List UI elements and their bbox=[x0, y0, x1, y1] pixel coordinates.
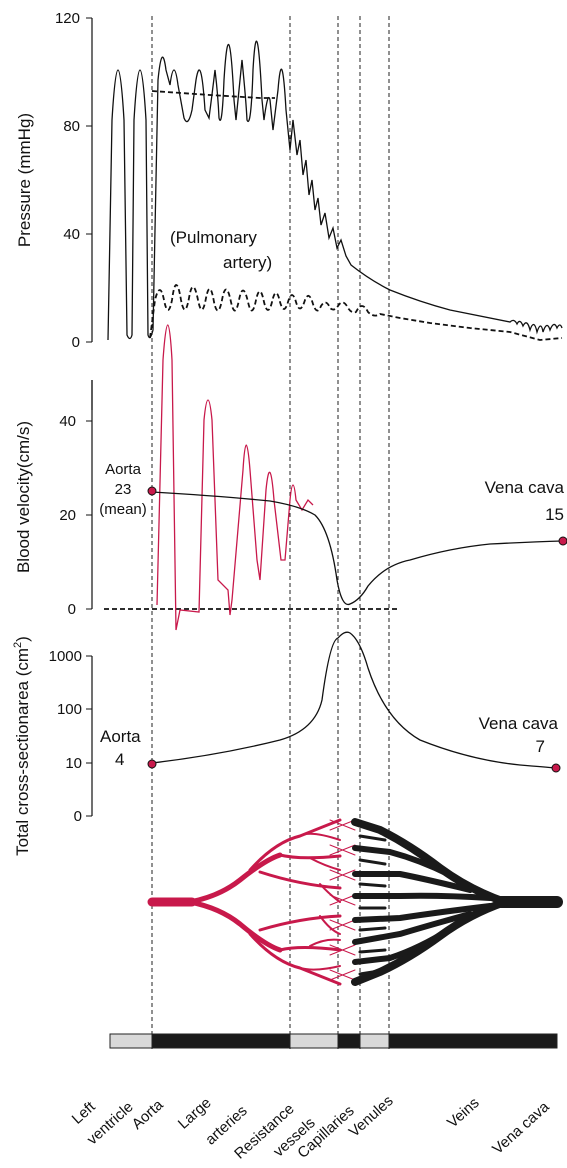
velocity-vena-cava-label: Vena cava bbox=[485, 478, 565, 497]
area-axis-label: Total cross-sectionarea (cm2) bbox=[12, 636, 32, 856]
pressure-tick-label-80: 80 bbox=[63, 118, 80, 135]
segment-label-veins: Veins bbox=[444, 1094, 483, 1131]
area-tick-label-1000: 1000 bbox=[49, 648, 82, 665]
area-tick-label-10: 10 bbox=[65, 755, 82, 772]
arteriole-set-1 bbox=[299, 832, 341, 971]
vein-upper-c bbox=[352, 871, 473, 893]
artery-upper-c bbox=[258, 870, 342, 890]
mean-pressure-line bbox=[151, 90, 275, 99]
aorta-velocity-point bbox=[147, 486, 157, 496]
area-aorta-value: 4 bbox=[115, 750, 124, 769]
segment-bar-capillaries bbox=[337, 1033, 361, 1049]
artery-upper bbox=[187, 852, 283, 905]
velocity-tick-label-40: 40 bbox=[59, 413, 76, 430]
capillary-net bbox=[329, 819, 356, 981]
segment-bar-venules bbox=[359, 1033, 390, 1049]
area-axis-label-end: ) bbox=[13, 636, 32, 642]
segment-label-vena-cava: Vena cava bbox=[489, 1098, 553, 1158]
arterial-tree bbox=[147, 818, 356, 986]
velocity-aorta-value: 23 bbox=[115, 481, 132, 498]
area-tick-label-100: 100 bbox=[57, 701, 82, 718]
segment-bar-veins bbox=[388, 1033, 558, 1049]
segment-label-aorta: Aorta bbox=[129, 1096, 168, 1133]
segment-label-large: Large bbox=[175, 1094, 215, 1132]
segment-dividers bbox=[151, 16, 390, 1050]
vein-mid-lower bbox=[352, 903, 493, 923]
velocity-vena-cava-value: 15 bbox=[545, 505, 564, 524]
velocity-aorta-mean: (mean) bbox=[99, 501, 147, 518]
vein-lower-c bbox=[352, 911, 473, 945]
pulmonary-artery-label-line1: (Pulmonary bbox=[170, 228, 257, 247]
artery-lower bbox=[187, 899, 283, 953]
mean-velocity-line bbox=[151, 491, 563, 606]
area-line bbox=[151, 631, 557, 769]
pulsatile-velocity-line bbox=[156, 324, 314, 631]
vein-mid-upper bbox=[352, 892, 493, 901]
velocity-tick-label-0: 0 bbox=[68, 601, 76, 618]
venous-tree bbox=[351, 818, 563, 986]
systemic-pressure-line bbox=[107, 40, 563, 341]
area-panel: 1000 100 10 0 Total cross-sectionarea (c… bbox=[12, 631, 561, 856]
pulmonary-artery-label-line2: artery) bbox=[223, 253, 272, 272]
segment-labels: Left ventricle Aorta Large arteries Resi… bbox=[69, 1092, 553, 1162]
vena-cava-velocity-point bbox=[558, 536, 567, 546]
area-axis-label-sup: 2 bbox=[12, 642, 24, 648]
pressure-tick-label-120: 120 bbox=[55, 10, 80, 27]
artery-lower-c bbox=[258, 914, 342, 932]
pulmonary-pressure-line bbox=[149, 284, 563, 341]
area-vena-cava-value: 7 bbox=[536, 737, 545, 756]
velocity-aorta-label: Aorta bbox=[105, 461, 142, 478]
pressure-axis-label: Pressure (mmHg) bbox=[15, 113, 34, 247]
area-tick-label-0: 0 bbox=[74, 808, 82, 825]
segment-bar-aorta-arteries bbox=[151, 1033, 291, 1049]
vein-upper-b bbox=[352, 845, 453, 878]
vein-lower-b bbox=[352, 926, 453, 965]
vena-cava-area-point bbox=[551, 763, 561, 773]
artery-upper-b bbox=[278, 853, 342, 860]
velocity-panel: 40 20 0 Blood velocity(cm/s) Aorta 23 (m… bbox=[14, 324, 567, 631]
velocity-axis-label: Blood velocity(cm/s) bbox=[14, 421, 33, 573]
aorta-area-point bbox=[147, 759, 157, 769]
area-aorta-label: Aorta bbox=[100, 727, 141, 746]
pressure-panel: 120 80 40 0 Pressure (mmHg) (Pulmonary a… bbox=[15, 10, 563, 351]
velocity-tick-label-20: 20 bbox=[59, 507, 76, 524]
pressure-tick-label-0: 0 bbox=[72, 334, 80, 351]
area-vena-cava-label: Vena cava bbox=[479, 714, 559, 733]
segment-bar-left-ventricle bbox=[109, 1033, 153, 1049]
segment-bar bbox=[109, 1033, 558, 1049]
venule-set bbox=[358, 834, 387, 976]
vessel-tree bbox=[147, 818, 563, 986]
artery-lower-b bbox=[278, 946, 342, 952]
segment-bar-resistance bbox=[289, 1033, 339, 1049]
segment-label-left: Left bbox=[69, 1098, 100, 1128]
pressure-tick-label-40: 40 bbox=[63, 226, 80, 243]
area-axis-label-main: Total cross-sectionarea (cm bbox=[13, 648, 32, 856]
